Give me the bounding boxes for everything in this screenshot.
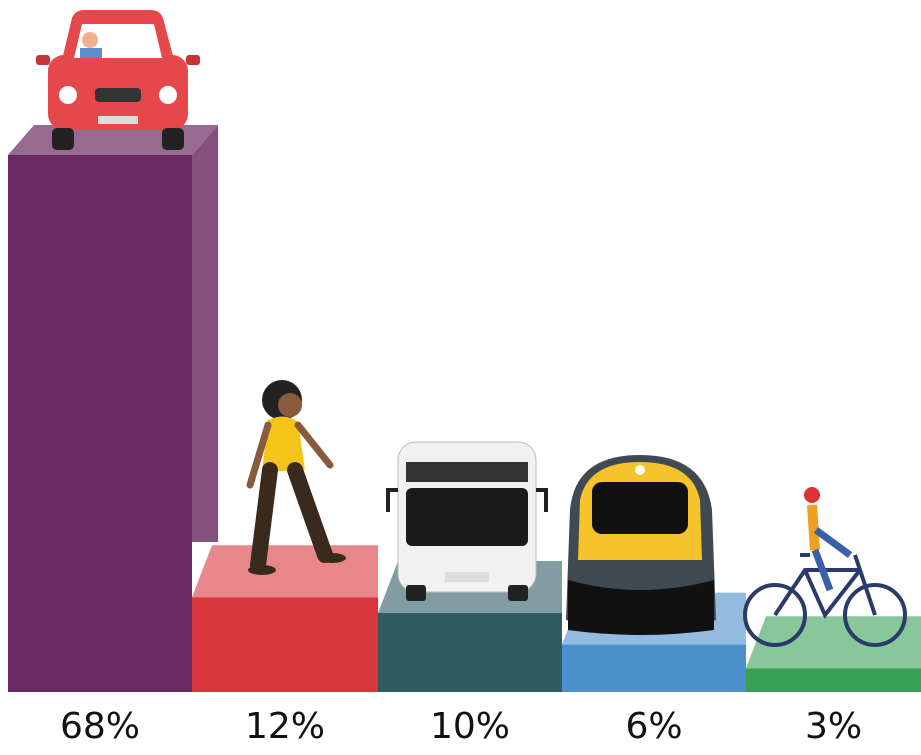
value-label: 3%	[805, 706, 862, 747]
bar	[192, 597, 378, 692]
bar	[8, 155, 192, 692]
bar	[562, 644, 746, 692]
bus-icon	[386, 441, 548, 601]
bar-top	[192, 545, 378, 598]
icons	[36, 10, 907, 647]
value-label: 68%	[60, 706, 140, 747]
bar	[378, 613, 562, 692]
value-label: 6%	[625, 706, 682, 747]
car-icon	[36, 10, 200, 150]
bar-top	[746, 616, 921, 669]
value-labels: 68% 12% 10% 6% 3%	[60, 706, 862, 747]
walker-icon	[246, 380, 346, 575]
train-icon	[566, 455, 716, 635]
bar	[746, 668, 921, 692]
bars	[8, 125, 921, 692]
value-label: 12%	[245, 706, 325, 747]
bar-side	[192, 125, 218, 542]
value-label: 10%	[430, 706, 510, 747]
bike-icon	[743, 487, 907, 647]
